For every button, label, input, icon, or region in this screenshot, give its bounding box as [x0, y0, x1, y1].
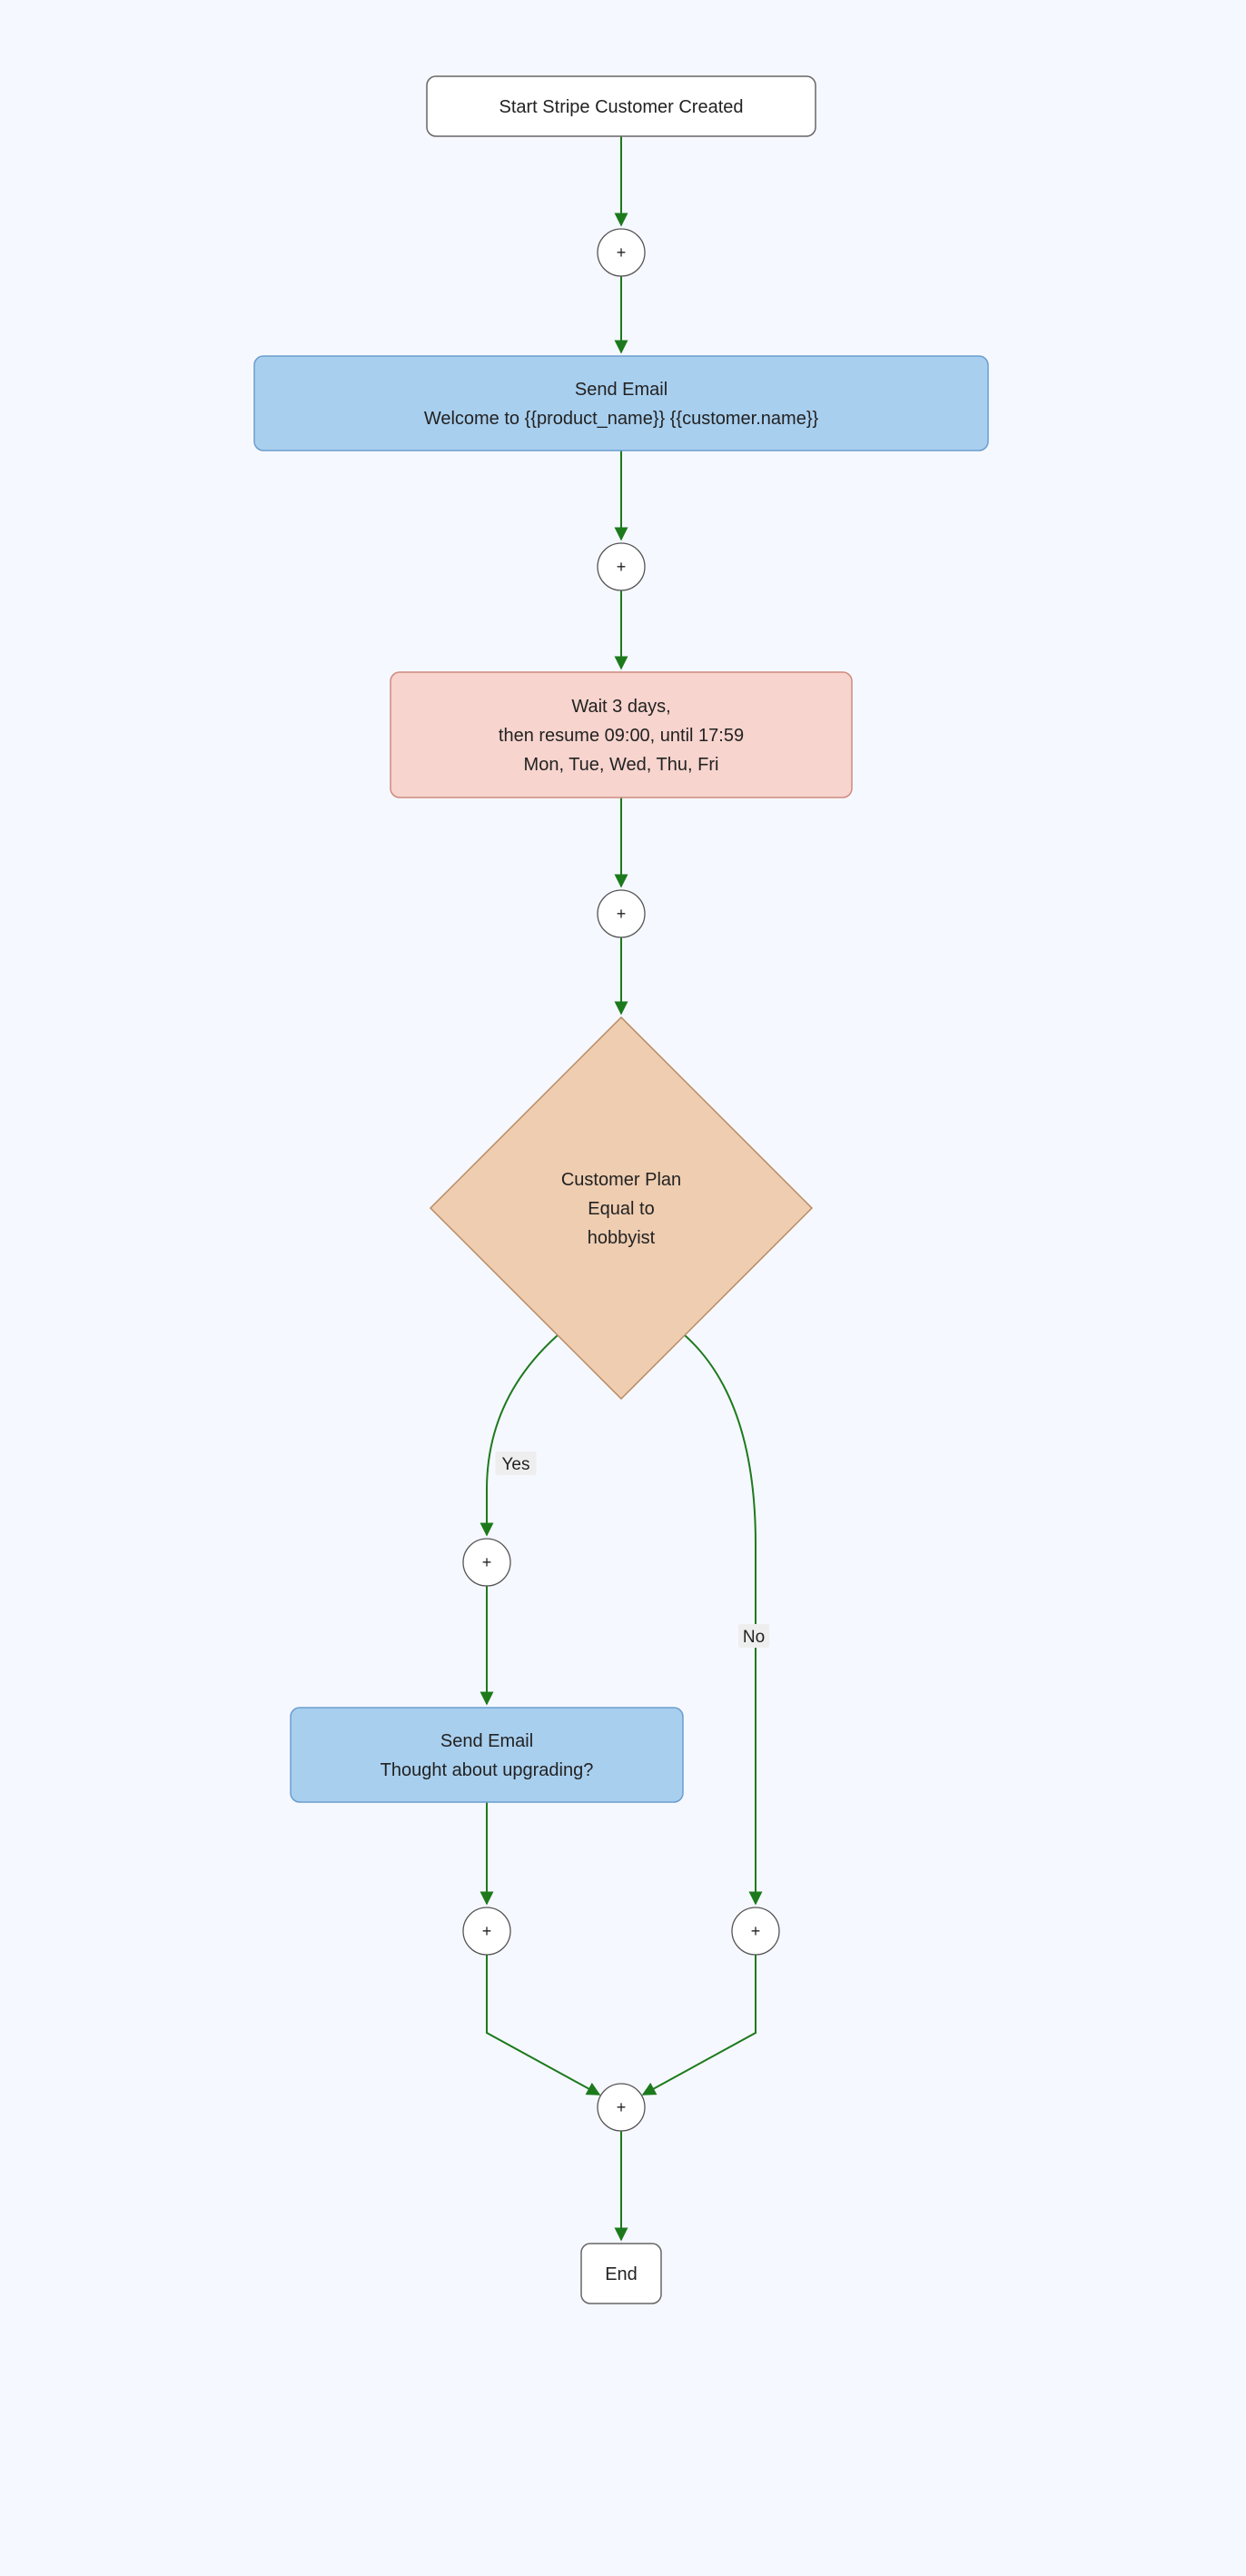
plus-icon: + [482, 1553, 492, 1571]
plus-icon: + [482, 1922, 492, 1940]
plus-icon: + [617, 2098, 627, 2116]
node-text: then resume 09:00, until 17:59 [499, 726, 744, 746]
node-text: Equal to [588, 1199, 654, 1219]
flowchart: Yes No Start Stripe Customer Created + Send… [0, 0, 1246, 2576]
node-text: End [605, 2264, 638, 2284]
edge [487, 1955, 599, 2095]
node-text: Customer Plan [561, 1170, 681, 1190]
plus-icon: + [617, 243, 627, 262]
node-text: Welcome to {{product_name}} {{customer.n… [424, 409, 819, 429]
node-text: Mon, Tue, Wed, Thu, Fri [524, 755, 719, 775]
node-text: Send Email [440, 1731, 533, 1751]
node-text: Wait 3 days, [571, 697, 670, 717]
node-text: hobbyist [588, 1228, 656, 1248]
node-text: Start Stripe Customer Created [499, 97, 744, 117]
node-text: Send Email [575, 380, 668, 400]
node-email1[interactable] [254, 356, 988, 451]
edge-label: Yes [502, 1455, 530, 1474]
plus-icon: + [617, 558, 627, 576]
node-email2[interactable] [291, 1708, 683, 1802]
edge [685, 1335, 756, 1904]
edge-label: No [743, 1628, 765, 1647]
edge [487, 1335, 558, 1535]
plus-icon: + [751, 1922, 761, 1940]
node-text: Thought about upgrading? [381, 1760, 594, 1780]
edge [643, 1955, 756, 2095]
plus-icon: + [617, 905, 627, 923]
